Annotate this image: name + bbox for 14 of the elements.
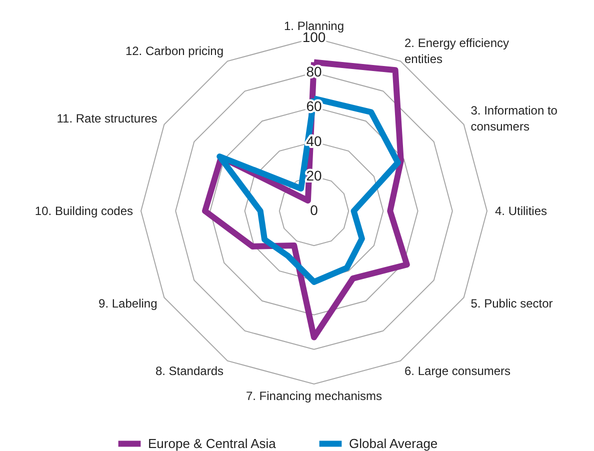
spoke-label: 5. Public sector [470, 296, 553, 310]
spoke-label: 9. Labeling [98, 296, 158, 310]
spoke-label: 2. Energy efficiency entities [404, 36, 510, 66]
spoke-label: 12. Carbon pricing [125, 44, 224, 58]
spoke-label: 11. Rate structures [56, 112, 158, 126]
spoke-label: 4. Utilities [495, 204, 548, 218]
spoke-label: 3. Information to consumers [470, 104, 558, 134]
y-tick-label: 0 [310, 202, 318, 218]
spoke-label: 7. Financing mechanisms [246, 389, 382, 403]
spoke-label: 6. Large consumers [404, 364, 511, 378]
legend-label: Europe & Central Asia [148, 436, 277, 451]
legend-label: Global Average [349, 436, 438, 451]
spoke-label: 10. Building codes [34, 204, 133, 218]
spoke-label: 8. Standards [155, 364, 224, 378]
